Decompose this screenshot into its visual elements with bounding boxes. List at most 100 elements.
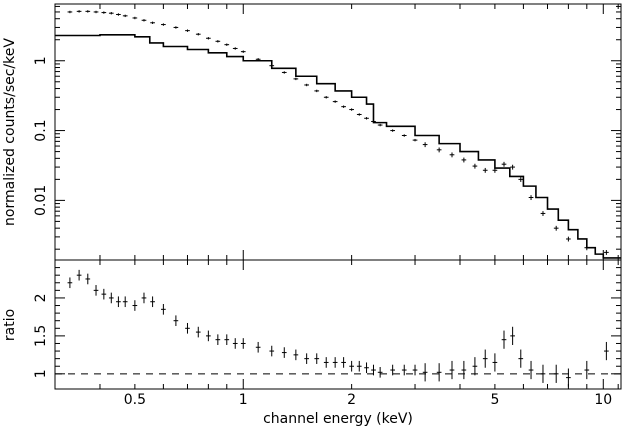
ratio-data-point xyxy=(364,362,369,374)
ratio-data-point xyxy=(501,330,507,349)
spectrum-data-point xyxy=(604,250,609,255)
spectrum-data-point xyxy=(377,123,383,127)
ratio-data-point xyxy=(356,360,362,372)
spectrum-data-point xyxy=(108,12,114,15)
spectrum-data-point xyxy=(206,37,211,40)
spectrum-data-point xyxy=(364,117,369,120)
ratio-data-point xyxy=(510,326,515,345)
ratio-marks xyxy=(55,269,621,387)
ratio-data-point xyxy=(108,292,114,304)
ratio-data-point xyxy=(518,349,524,368)
spectrum-data-point xyxy=(332,100,338,103)
spectrum-data-point xyxy=(371,120,376,123)
ratio-data-point xyxy=(323,357,329,368)
spectrum-data-point xyxy=(185,29,190,32)
spectrum-data-point xyxy=(293,77,299,81)
spectrum-data-point xyxy=(101,11,107,14)
ratio-data-point xyxy=(116,296,121,308)
model-line xyxy=(55,34,621,259)
spectrum-frame xyxy=(54,3,622,261)
ratio-data-point xyxy=(472,357,478,376)
x-axis-title: channel energy (keV) xyxy=(263,411,413,427)
ratio-data-point xyxy=(540,364,546,383)
ratio-data-point xyxy=(132,300,138,311)
spectrum-data-point xyxy=(269,64,275,67)
y-axis-title-spectrum: normalized counts/sec/keV xyxy=(2,38,18,226)
ratio-data-point xyxy=(553,364,559,383)
ratio-data-point xyxy=(604,341,609,361)
ratio-data-point xyxy=(449,360,455,380)
spectrum-data-point xyxy=(553,225,559,231)
spectrum-data-point xyxy=(173,26,179,29)
spectrum-data-point xyxy=(540,211,546,216)
ratio-data-point xyxy=(161,304,166,315)
spectrum-data-point xyxy=(390,129,395,132)
spectrum-panel: 0.01 0.1 1 normalized counts/sec/keV xyxy=(2,3,622,261)
spectrum-data-point xyxy=(401,134,407,137)
ratio-data-point xyxy=(304,353,309,364)
ratio-data-point xyxy=(436,363,442,382)
spectrum-data-point xyxy=(482,167,488,173)
spectrum-data-point xyxy=(141,19,147,22)
spectrum-data-point xyxy=(436,147,442,153)
ratio-data-point xyxy=(215,334,221,345)
y-tick-label-spectrum: 0.1 xyxy=(33,119,49,141)
spectrum-data-point xyxy=(93,10,99,14)
ratio-data-point xyxy=(224,334,230,345)
spectrum-data-point xyxy=(510,164,515,170)
spectrum-data-point xyxy=(349,108,354,111)
ratio-data-point xyxy=(584,360,590,380)
ratio-data-point xyxy=(482,349,488,368)
x-tick-label: 10 xyxy=(594,392,612,408)
spectrum-data-point xyxy=(323,96,329,99)
ratio-data-point xyxy=(332,357,338,368)
ratio-data-point xyxy=(232,338,238,349)
spectrum-data-point xyxy=(518,177,524,182)
spectrum-data-point xyxy=(116,13,121,16)
spectrum-data-point xyxy=(67,10,73,14)
y-tick-label-spectrum: 0.01 xyxy=(33,185,49,216)
ratio-data-point xyxy=(314,353,320,364)
x-tick-label: 5 xyxy=(490,392,499,408)
spectrum-data-point xyxy=(232,47,238,50)
spectrum-data-point xyxy=(76,10,82,13)
ratio-data-point xyxy=(281,347,287,358)
y-tick-label-ratio: 1 xyxy=(33,369,49,378)
ratio-data-point xyxy=(377,366,383,378)
ratio-data-point xyxy=(371,364,376,376)
spectrum-data-point xyxy=(85,10,91,13)
ratio-data-point xyxy=(528,360,534,380)
spectrum-data-point xyxy=(449,152,455,158)
spectrum-data-point xyxy=(472,163,478,169)
ratio-data-point xyxy=(93,285,99,296)
ratio-data-point xyxy=(341,357,346,368)
ratio-data-point xyxy=(185,322,190,334)
spectrum-marks xyxy=(55,10,621,259)
ratio-data-point xyxy=(240,338,246,349)
ratio-axes: 1 1.5 2 0.5 1 2 5 10 xyxy=(33,260,621,408)
ratio-data-point xyxy=(255,341,261,353)
ratio-data-point xyxy=(76,269,82,281)
spectrum-data-point xyxy=(132,16,138,20)
spectrum-data-point xyxy=(150,21,155,25)
spectrum-axes: 0.01 0.1 1 xyxy=(33,4,621,260)
spectrum-data-point xyxy=(492,167,498,173)
spectrum-data-point xyxy=(341,105,346,108)
ratio-data-point xyxy=(401,364,407,376)
ratio-data-point xyxy=(150,296,155,308)
ratio-data-point xyxy=(492,353,498,372)
spectrum-data-point xyxy=(281,71,287,74)
spectrum-data-point xyxy=(461,157,467,163)
ratio-data-point xyxy=(173,315,179,327)
ratio-frame xyxy=(54,259,622,390)
ratio-data-point xyxy=(349,360,354,372)
spectrum-data-point xyxy=(224,43,230,46)
spectrum-data-point xyxy=(422,142,428,148)
ratio-data-point xyxy=(122,296,128,308)
x-tick-label: 0.5 xyxy=(124,392,146,408)
spectrum-data-point xyxy=(412,138,418,142)
spectrum-data-point xyxy=(356,113,362,116)
ratio-data-point xyxy=(85,273,91,285)
ratio-data-point xyxy=(269,345,275,357)
